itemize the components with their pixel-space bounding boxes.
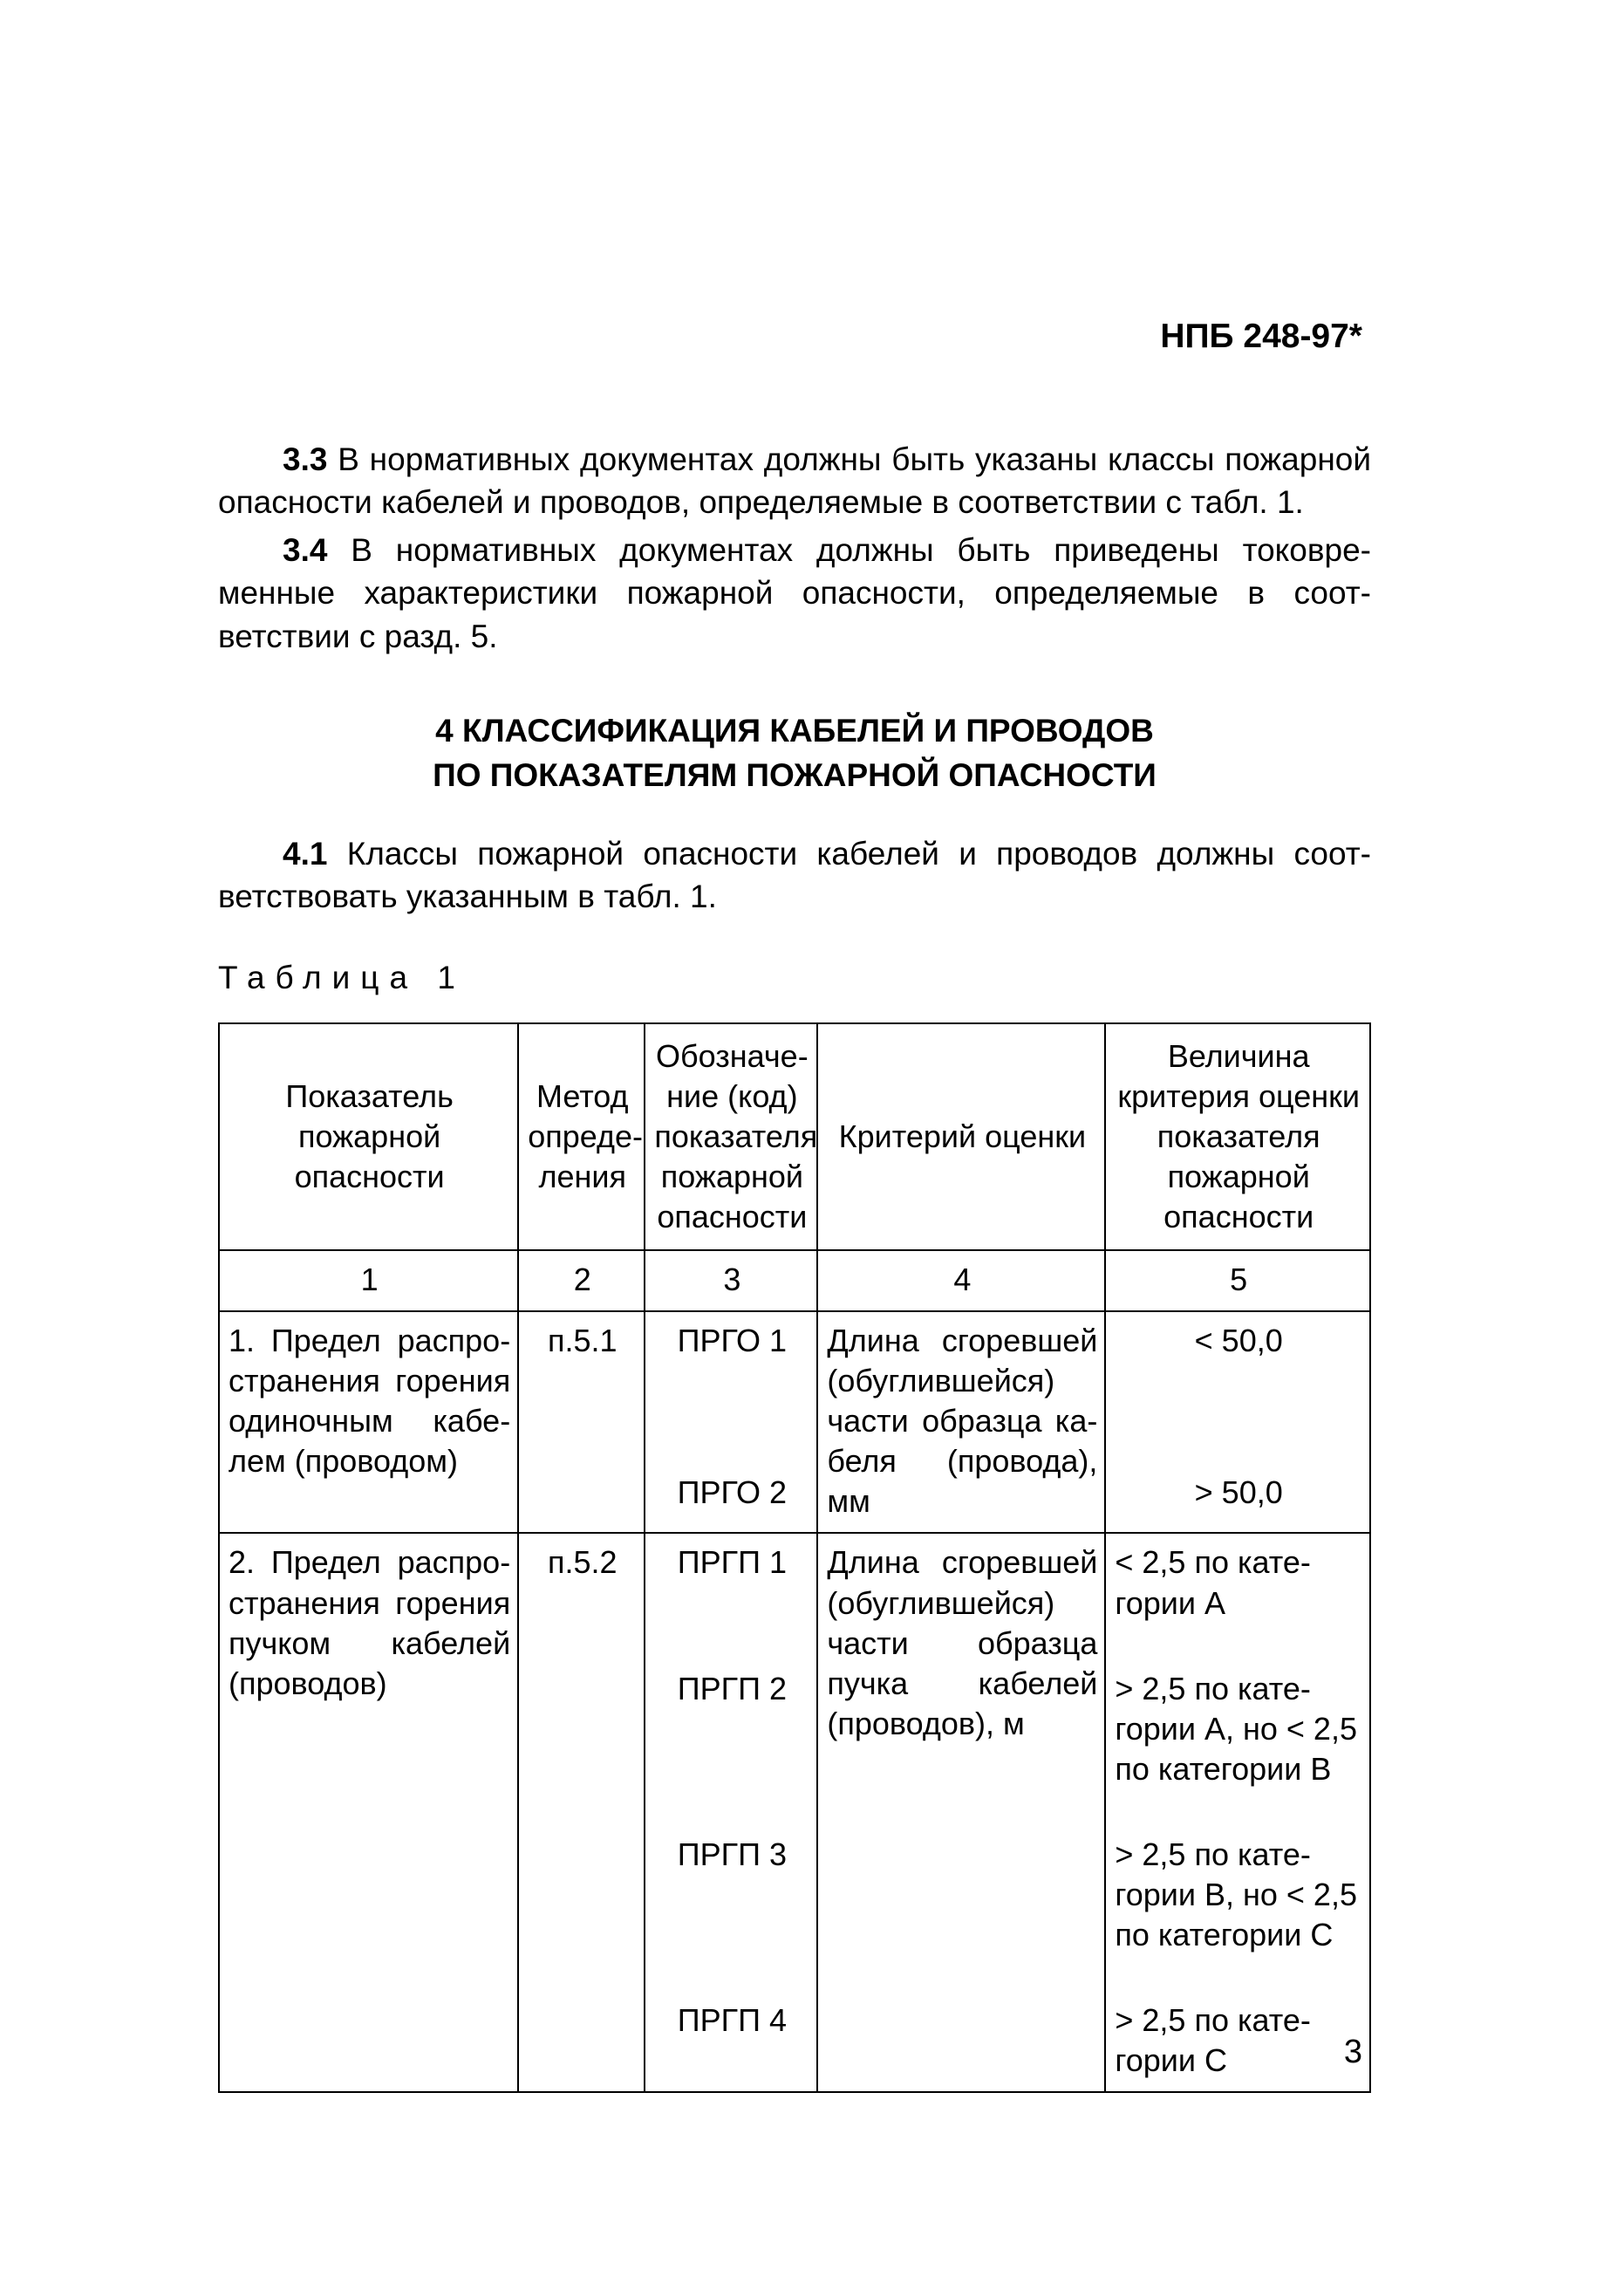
clause-text: В нормативных документах должны быть ука…	[218, 441, 1371, 520]
colnum-3: 3	[645, 1250, 817, 1311]
paragraph-3-4: 3.4 В нормативных документах должны быть…	[218, 529, 1371, 658]
cell-code: ПРГП 3	[645, 1800, 817, 1966]
colnum-2: 2	[518, 1250, 645, 1311]
cell-criterion: Длина сгоревшей (обуглившейся) части обр…	[817, 1311, 1105, 1533]
colnum-1: 1	[219, 1250, 518, 1311]
table-header-row: Показатель пожарной опасности Метод опре…	[219, 1023, 1370, 1250]
table-1-caption: Таблица 1	[218, 956, 1371, 999]
paragraph-3-3: 3.3 В нормативных документах должны быть…	[218, 438, 1371, 523]
col-header-method: Метод опреде­ления	[518, 1023, 645, 1250]
cell-code: ПРГО 2	[645, 1446, 817, 1534]
cell-value: > 2,5 по кате­гории С	[1105, 1966, 1370, 2092]
heading-line-2: ПО ПОКАЗАТЕЛЯМ ПОЖАРНОЙ ОПАСНОСТИ	[433, 757, 1157, 793]
cell-value: > 2,5 по кате­гории А, но < 2,5 по катег…	[1105, 1634, 1370, 1800]
col-header-indicator: Показатель пожарной опасности	[219, 1023, 518, 1250]
table-row: 1. Предел распро­странения горения одино…	[219, 1311, 1370, 1446]
cell-value: < 50,0	[1105, 1311, 1370, 1446]
table-number-row: 1 2 3 4 5	[219, 1250, 1370, 1311]
cell-indicator: 2. Предел распро­странения горе­ния пучк…	[219, 1533, 518, 2092]
cell-value: > 50,0	[1105, 1446, 1370, 1534]
clause-text: Классы пожарной опасности кабелей и пров…	[218, 836, 1371, 914]
document-code: НПБ 248-97*	[218, 314, 1371, 359]
page-number: 3	[1344, 2030, 1362, 2075]
heading-line-1: 4 КЛАССИФИКАЦИЯ КАБЕЛЕЙ И ПРОВОДОВ	[435, 713, 1154, 749]
cell-criterion: Длина сгоревшей (обуглившейся) части обр…	[817, 1533, 1105, 2092]
cell-code: ПРГП 2	[645, 1634, 817, 1800]
clause-number: 3.3	[283, 441, 327, 477]
col-header-code: Обозначе­ние (код) показателя пожарной о…	[645, 1023, 817, 1250]
col-header-criterion: Критерий оценки	[817, 1023, 1105, 1250]
cell-code: ПРГО 1	[645, 1311, 817, 1446]
cell-value: > 2,5 по кате­гории В, но < 2,5 по катег…	[1105, 1800, 1370, 1966]
clause-number: 3.4	[283, 532, 327, 568]
cell-code: ПРГП 4	[645, 1966, 817, 2092]
cell-code: ПРГП 1	[645, 1533, 817, 1633]
colnum-4: 4	[817, 1250, 1105, 1311]
cell-method: п.5.1	[518, 1311, 645, 1533]
colnum-5: 5	[1105, 1250, 1370, 1311]
table-row: 2. Предел распро­странения горе­ния пучк…	[219, 1533, 1370, 1633]
col-header-value: Величина критерия оценки показателя пожа…	[1105, 1023, 1370, 1250]
clause-text: В нормативных документах должны быть при…	[218, 532, 1371, 653]
cell-method: п.5.2	[518, 1533, 645, 2092]
table-1: Показатель пожарной опасности Метод опре…	[218, 1022, 1371, 2094]
paragraph-4-1: 4.1 Классы пожарной опасности кабелей и …	[218, 832, 1371, 918]
clause-number: 4.1	[283, 836, 327, 872]
document-page: НПБ 248-97* 3.3 В нормативных документах…	[0, 0, 1624, 2284]
cell-value: < 2,5 по кате­гории А	[1105, 1533, 1370, 1633]
cell-indicator: 1. Предел распро­странения горения одино…	[219, 1311, 518, 1533]
section-4-heading: 4 КЛАССИФИКАЦИЯ КАБЕЛЕЙ И ПРОВОДОВ ПО ПО…	[218, 708, 1371, 797]
